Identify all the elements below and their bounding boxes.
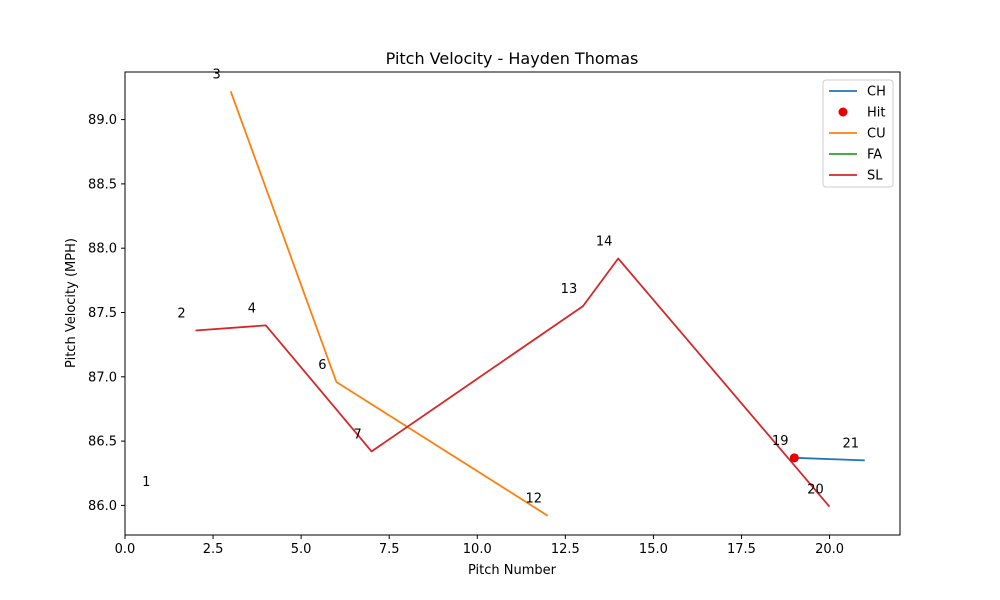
pitch-number-label: 2 [177,307,185,322]
plot-area [124,71,901,536]
legend-box [822,79,894,188]
x-tick-label: 5.0 [291,542,312,557]
legend: CH Hit CU FA SL [822,79,894,188]
hit-marker [789,453,799,463]
y-tick-label: 86.0 [88,499,117,514]
legend-label-sl: SL [867,169,883,184]
x-tick-label: 17.5 [727,542,756,557]
y-tick-label: 87.0 [88,370,117,385]
legend-label-hit: Hit [867,106,885,121]
chart-title: Pitch Velocity - Hayden Thomas [386,49,639,68]
y-axis-label: Pitch Velocity (MPH) [64,238,79,368]
x-tick-label: 20.0 [815,542,844,557]
legend-swatch-hit [838,107,848,117]
pitch-number-label: 1 [142,475,150,490]
y-tick-label: 89.0 [88,113,117,128]
pitch-number-label: 21 [842,436,859,451]
pitch-number-label: 20 [807,483,824,498]
pitch-number-label: 12 [525,492,542,507]
series-layer [195,90,865,517]
pitch-number-label: 14 [596,234,613,249]
y-tick-label: 87.5 [88,306,117,321]
pitch-number-label: 6 [318,358,326,373]
pitch-number-label: 4 [248,301,256,316]
pitch-number-label: 3 [213,67,221,82]
x-tick-label: 7.5 [379,542,400,557]
pitch-number-label: 19 [772,434,789,449]
x-tick-label: 10.0 [463,542,492,557]
legend-label-fa: FA [867,148,882,163]
pitch-number-label: 7 [353,427,361,442]
y-tick-label: 86.5 [88,435,117,450]
plot-frame [124,71,901,536]
x-tick-label: 2.5 [203,542,224,557]
y-tick-label: 88.0 [88,242,117,257]
series-line-sl [195,257,831,508]
x-axis-label: Pitch Number [468,563,557,578]
series-line-cu [229,90,549,517]
pitch-number-label: 13 [561,282,578,297]
x-axis-ticks: 0.0 2.5 5.0 7.5 10.0 12.5 15.0 17.5 20.0 [115,535,844,557]
legend-label-cu: CU [867,127,886,142]
series-line-ch [794,456,865,462]
x-tick-label: 12.5 [551,542,580,557]
x-tick-label: 15.0 [639,542,668,557]
y-axis-ticks: 86.0 86.5 87.0 87.5 88.0 88.5 89.0 [88,113,125,514]
x-tick-label: 0.0 [115,542,136,557]
y-tick-label: 88.5 [88,177,117,192]
legend-label-ch: CH [867,85,886,100]
